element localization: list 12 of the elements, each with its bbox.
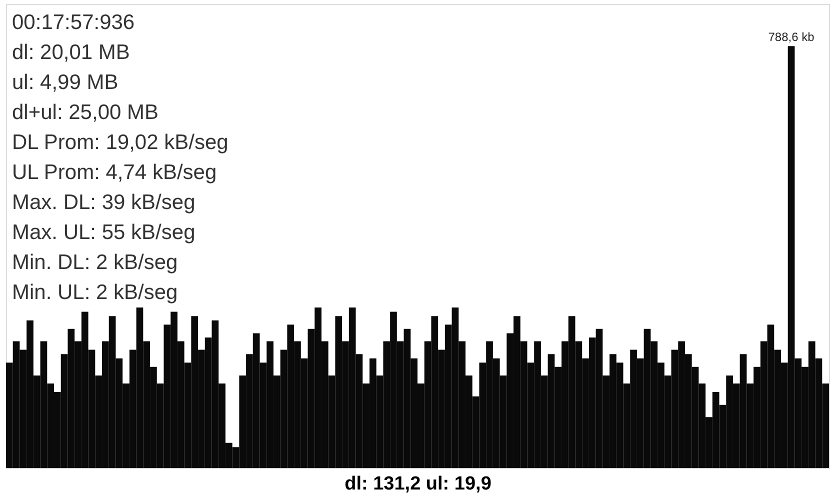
data-label: 788,6 kb: [768, 30, 815, 44]
annotation: Min. DL: 2 kB/seg: [12, 251, 178, 274]
annotation: Max. DL: 39 kB/seg: [12, 191, 196, 214]
annotation: UL Prom: 4,74 kB/seg: [12, 161, 217, 184]
annotation: Min. UL: 2 kB/seg: [12, 281, 178, 304]
annotation: ul: 4,99 MB: [12, 71, 118, 94]
text: 00:17:57:936: [12, 11, 135, 34]
annotation: dl: 20,01 MB: [12, 41, 130, 64]
annotation: Max. UL: 55 kB/seg: [12, 221, 196, 244]
x-axis-title: dl: 131,2 ul: 19,9: [344, 474, 492, 494]
annotation: dl+ul: 25,00 MB: [12, 101, 159, 124]
annotation: DL Prom: 19,02 kB/seg: [12, 131, 228, 154]
